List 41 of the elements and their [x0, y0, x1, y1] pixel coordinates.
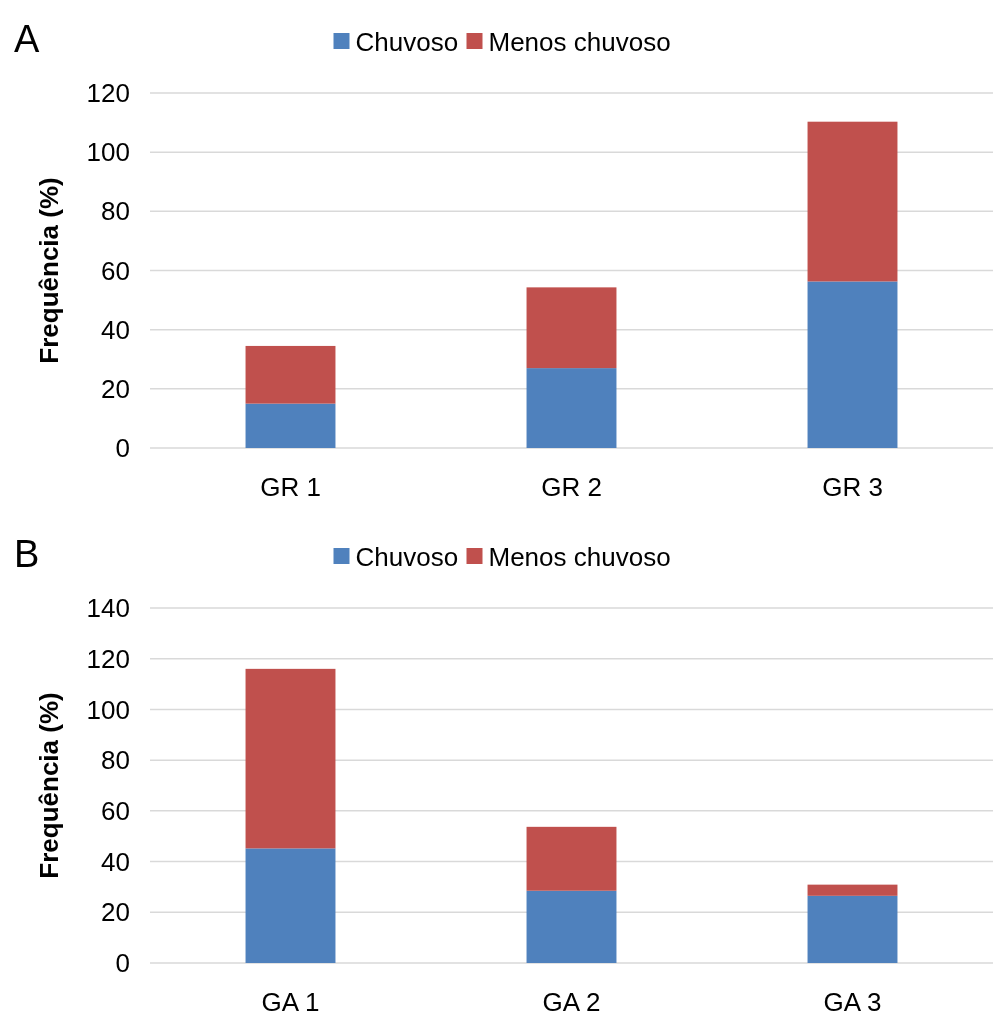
legend-label: Menos chuvoso — [488, 27, 671, 58]
bar — [526, 890, 617, 963]
chart-title: A — [14, 18, 40, 60]
y-tick-label: 0 — [115, 433, 130, 464]
bar — [245, 668, 336, 849]
legend-label: Menos chuvoso — [488, 542, 671, 573]
y-tick-label: 100 — [86, 137, 130, 168]
y-tick-label: 120 — [86, 78, 130, 109]
x-tick-label: GA 1 — [261, 987, 320, 1017]
bar — [245, 848, 336, 963]
bar — [807, 884, 898, 896]
bar — [807, 121, 898, 282]
y-tick-label: 140 — [86, 593, 130, 624]
x-tick-label: GR 3 — [822, 472, 883, 502]
bar — [526, 826, 617, 891]
x-tick-label: GR 1 — [260, 472, 321, 502]
y-tick-label: 40 — [101, 846, 130, 877]
chart-title: B — [14, 533, 40, 575]
x-tick-label: GR 2 — [541, 472, 602, 502]
y-tick-label: 20 — [101, 897, 130, 928]
y-tick-label: 0 — [115, 948, 130, 979]
bar — [807, 281, 898, 448]
bar — [526, 368, 617, 448]
legend-label: Chuvoso — [355, 27, 459, 58]
bar — [807, 895, 898, 963]
x-tick-label: GA 2 — [542, 987, 601, 1017]
y-tick-label: 80 — [101, 196, 130, 227]
bar — [526, 287, 617, 369]
legend-label: Chuvoso — [355, 542, 459, 573]
y-tick-label: 120 — [86, 643, 130, 674]
y-tick-label: 20 — [101, 373, 130, 404]
y-tick-label: 60 — [101, 255, 130, 286]
y-tick-label: 40 — [101, 314, 130, 345]
y-axis-title: Frequência (%) — [34, 177, 64, 364]
y-tick-label: 60 — [101, 795, 130, 826]
bar — [245, 403, 336, 448]
y-tick-label: 80 — [101, 745, 130, 776]
y-tick-label: 100 — [86, 694, 130, 725]
bar — [245, 345, 336, 404]
x-tick-label: GA 3 — [823, 987, 882, 1017]
y-axis-title: Frequência (%) — [34, 692, 64, 879]
